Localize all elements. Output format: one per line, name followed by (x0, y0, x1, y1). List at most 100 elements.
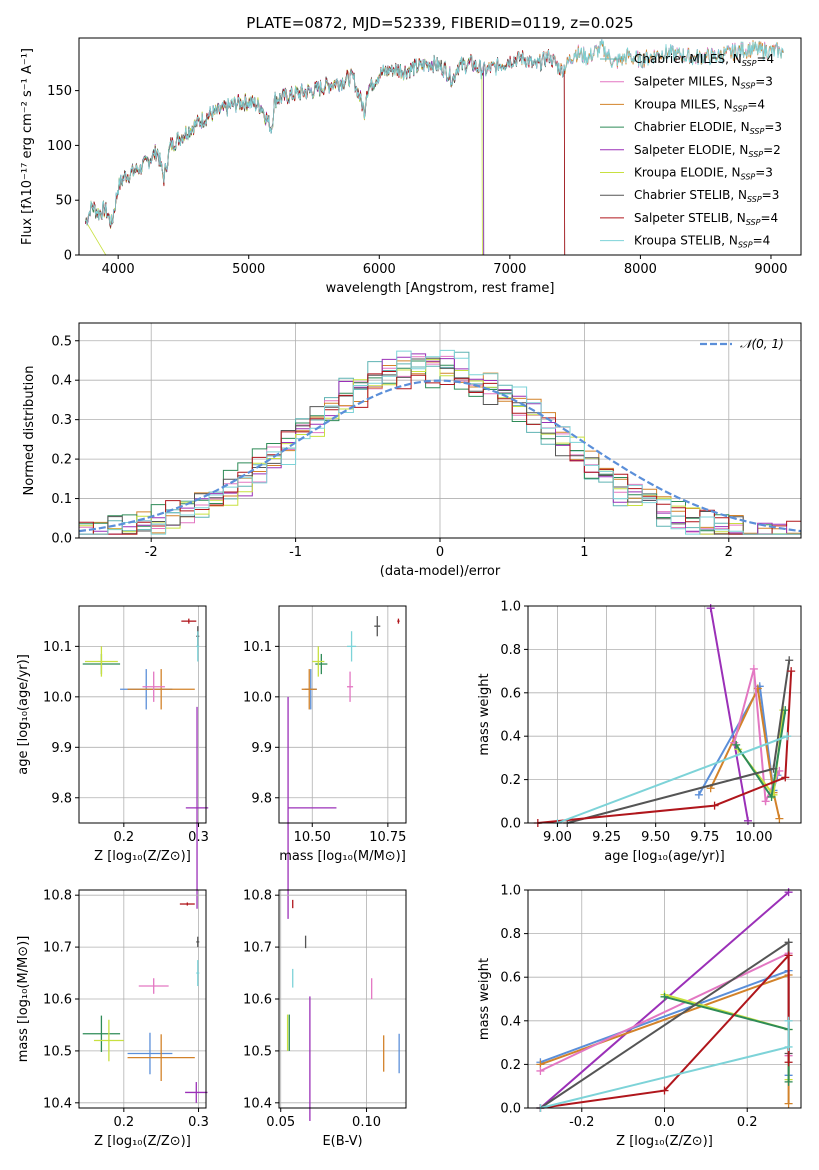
y-tick-label: 0.2 (51, 453, 72, 468)
y-tick-label: 0.3 (51, 413, 72, 428)
x-tick-label: 0.3 (188, 1115, 209, 1130)
y-tick-label: 0.0 (500, 817, 521, 832)
x-tick-label: 9.75 (690, 830, 719, 845)
y-tick-label: 9.9 (51, 741, 72, 756)
y-tick-label: 0.0 (51, 532, 72, 547)
spectrum-line (85, 54, 485, 256)
y-tick-label: 0 (64, 249, 72, 264)
plus-marker (694, 790, 703, 799)
x-tick-label: -2 (145, 545, 158, 560)
y-tick-label: 9.8 (251, 791, 272, 806)
legend-label: Salpeter MILES, NSSP=3 (634, 75, 773, 91)
plus-marker (536, 1066, 545, 1075)
x-tick-label: 0.2 (113, 1115, 134, 1130)
y-tick-label: 10.6 (243, 993, 272, 1008)
x-tick-label: 0.3 (188, 830, 209, 845)
plus-marker (660, 992, 669, 1001)
y-tick-label: 0.6 (500, 971, 521, 986)
weight-line (709, 685, 781, 819)
plot-area (82, 618, 209, 909)
y-tick-label: 0.4 (500, 1014, 521, 1029)
plus-marker (775, 814, 784, 823)
plus-marker (784, 1077, 793, 1086)
y-tick-label: 50 (55, 194, 72, 209)
y-tick-label: 10.5 (243, 1044, 272, 1059)
x-tick-label: 9000 (754, 262, 787, 277)
weight-line (540, 952, 790, 1109)
x-tick-label: -1 (289, 545, 302, 560)
x-tick-label: 0.2 (113, 830, 134, 845)
plot-area (536, 888, 793, 1112)
y-tick-label: 0.1 (51, 492, 72, 507)
plus-marker (767, 792, 776, 801)
y-tick-label: 10.8 (43, 889, 72, 904)
axes-frame (278, 605, 407, 824)
y-tick-label: 10.1 (43, 640, 72, 655)
spectrum-line (85, 54, 483, 256)
plus-marker (710, 801, 719, 810)
normal-curve (78, 379, 802, 533)
plot-area (287, 616, 400, 919)
y-tick-label: 9.9 (251, 741, 272, 756)
legend-label: Kroupa MILES, NSSP=4 (634, 97, 765, 113)
y-tick-label: 0.5 (51, 334, 72, 349)
y-axis-label: mass weight (477, 958, 492, 1040)
x-tick-label: 0.10 (352, 1115, 381, 1130)
plus-marker (783, 732, 792, 741)
y-tick-label: 10.1 (243, 640, 272, 655)
x-tick-label: 1 (580, 545, 588, 560)
x-tick-label: 9.50 (641, 830, 670, 845)
x-tick-label: 10.75 (369, 830, 406, 845)
x-axis-label: age [log₁₀(age/yr)] (604, 849, 725, 864)
axes-frame (78, 37, 802, 256)
plus-marker (781, 773, 790, 782)
panel-spectrum: 4000 5000 6000 7000 8000 9000 0 50 100 150 wavelen… (20, 37, 802, 296)
x-tick-label: 0.05 (266, 1115, 295, 1130)
axes-frame (278, 889, 407, 1109)
y-tick-label: 10.7 (243, 941, 272, 956)
histogram-series (79, 351, 801, 535)
y-tick-label: 0.8 (500, 927, 521, 942)
y-axis-label: Flux [fλ10⁻¹⁷ erg cm⁻² s⁻¹ A⁻¹] (20, 48, 35, 245)
plus-marker (784, 1042, 793, 1051)
panel-EBV-mass: 0.05 0.10 10.4 10.5 10.6 10.7 10.8 E(B-V) (243, 889, 407, 1149)
y-tick-label: 0.2 (500, 1058, 521, 1073)
y-tick-label: 0.0 (500, 1102, 521, 1117)
legend-label: Chabrier MILES, NSSP=4 (634, 52, 774, 68)
plus-marker (784, 951, 793, 960)
x-axis-label: Z [log₁₀(Z/Z⊙)] (616, 1134, 713, 1149)
spectrum-line (85, 55, 485, 256)
legend-label: Chabrier STELIB, NSSP=3 (634, 188, 779, 204)
y-tick-label: 100 (47, 139, 72, 154)
x-axis-label: Z [log₁₀(Z/Z⊙)] (94, 1134, 191, 1149)
y-tick-label: 10.8 (243, 889, 272, 904)
axes-frame (78, 889, 207, 1109)
x-tick-label: 7000 (493, 262, 526, 277)
spectrum-line (85, 39, 784, 226)
y-tick-label: 10.6 (43, 993, 72, 1008)
y-tick-label: 0.4 (51, 374, 72, 389)
y-tick-label: 10.5 (43, 1044, 72, 1059)
legend-label: Salpeter STELIB, NSSP=4 (634, 211, 778, 227)
plus-marker (749, 664, 758, 673)
x-axis-label: Z [log₁₀(Z/Z⊙)] (94, 849, 191, 864)
axes-frame (78, 322, 802, 539)
weight-line (709, 608, 749, 821)
plus-marker (706, 604, 715, 613)
y-tick-label: 1.0 (500, 884, 521, 899)
weight-line (664, 993, 790, 1080)
axes-frame (527, 889, 802, 1109)
y-tick-label: 10.7 (43, 941, 72, 956)
plus-marker (660, 1086, 669, 1095)
plot-area (533, 604, 796, 827)
y-axis-label: Normed distribution (22, 366, 37, 496)
panel-Z-mass: 0.2 0.3 10.4 10.5 10.6 10.7 10.8 Z [log₁₀(Z/Z⊙)… (16, 889, 209, 1149)
y-tick-label: 9.8 (51, 791, 72, 806)
legend-label: Kroupa STELIB, NSSP=4 (634, 234, 770, 250)
panel-Z-age: 0.2 0.3 9.8 9.9 10.0 10.1 Z [log₁₀(Z/Z⊙)] age [… (16, 605, 209, 909)
y-tick-label: 0.8 (500, 643, 521, 658)
plot-area (85, 39, 784, 256)
y-tick-label: 150 (47, 84, 72, 99)
x-tick-label: 0.0 (654, 1115, 675, 1130)
